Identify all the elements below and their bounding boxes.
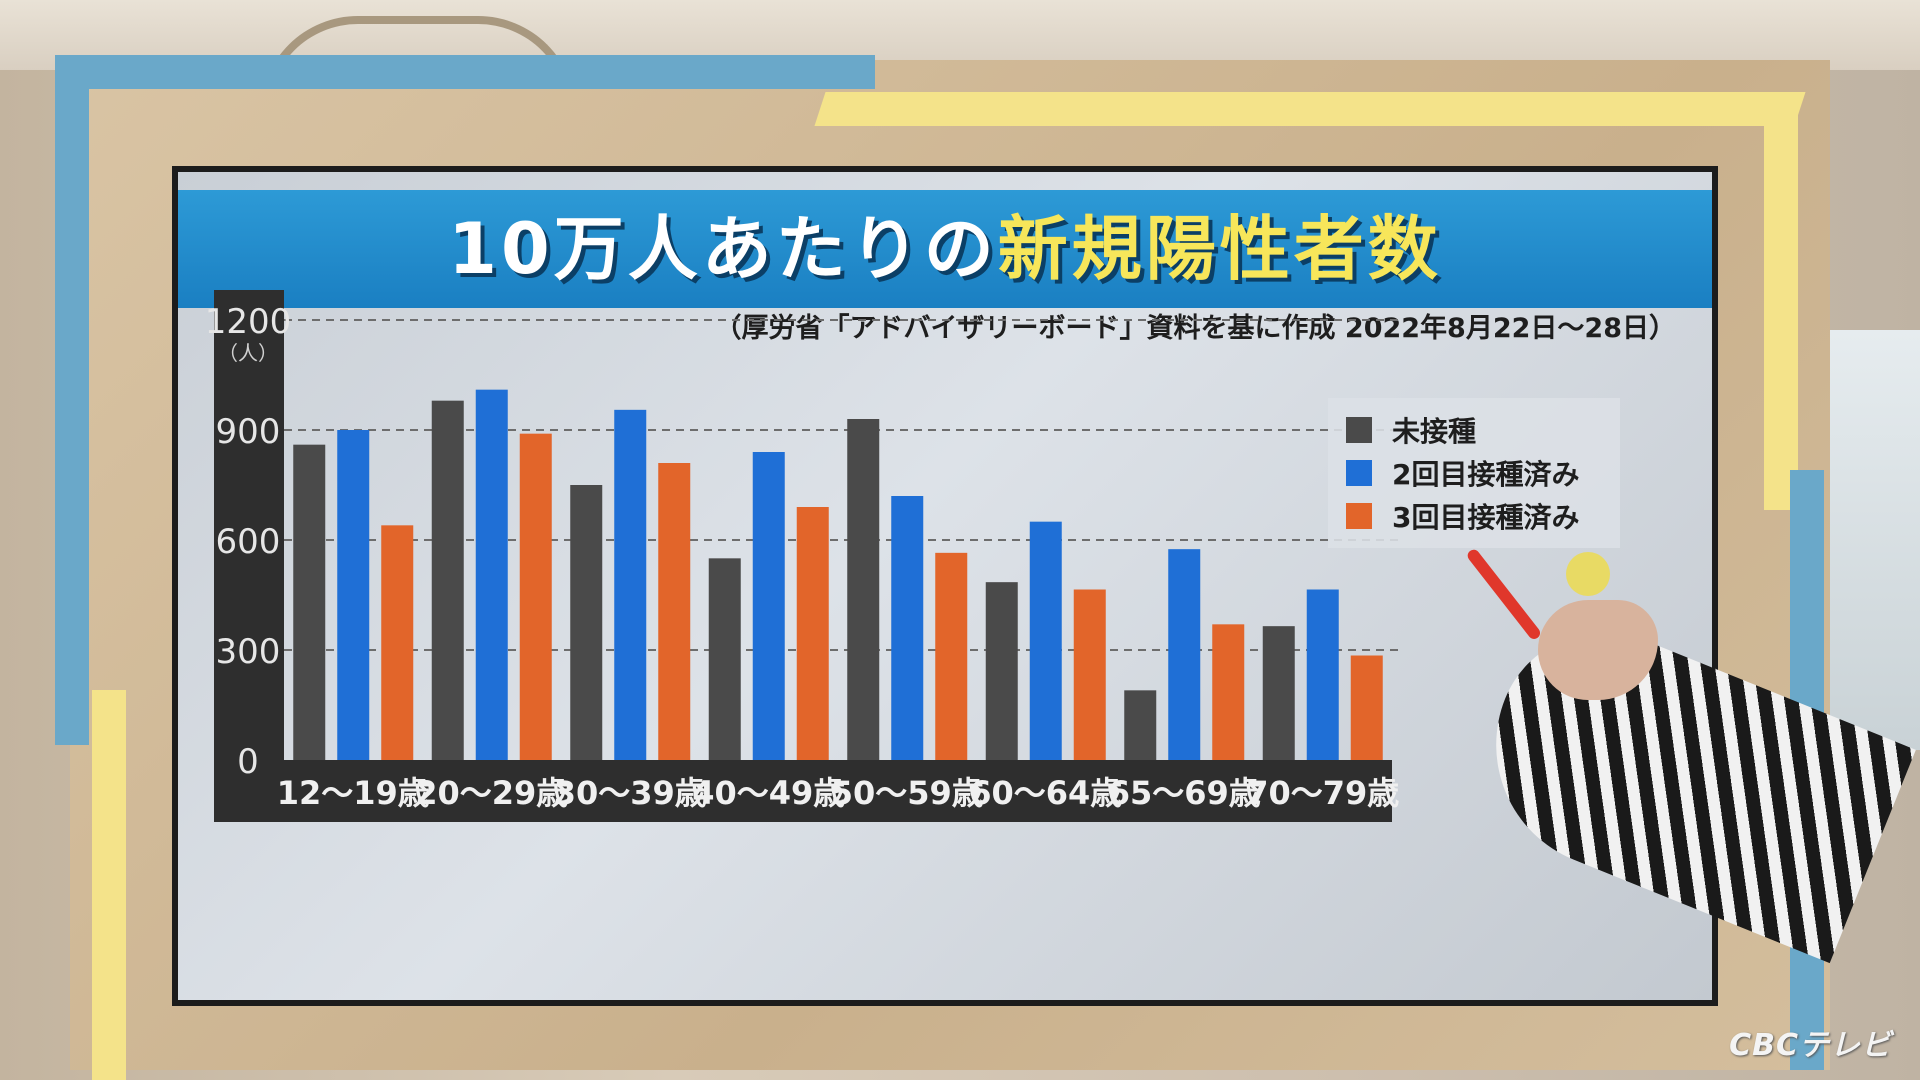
y-tick-label: 1200 [205, 302, 292, 342]
bar [752, 452, 785, 760]
bar [431, 400, 464, 760]
chart-title: 10万人あたりの新規陽性者数 [178, 190, 1712, 308]
bar [519, 433, 552, 760]
bar [796, 507, 829, 760]
bar [985, 582, 1018, 760]
frame-accent-yellow [814, 92, 1806, 126]
bar [293, 444, 326, 760]
bar [1212, 624, 1245, 760]
y-axis-band [214, 290, 284, 822]
bar [614, 409, 647, 760]
x-tick-label: 65〜69歳 [1108, 774, 1261, 812]
legend-label-unvaccinated: 未接種 [1392, 414, 1477, 448]
y-tick-label: 300 [216, 632, 281, 672]
x-tick-label: 60〜64歳 [969, 774, 1122, 812]
bar [658, 463, 691, 760]
chart-screen: 10万人あたりの新規陽性者数 （厚労省「アドバイザリーボード」資料を基に作成 2… [172, 166, 1718, 1006]
x-axis-band [214, 760, 1392, 822]
title-bar: 10万人あたりの新規陽性者数 [178, 190, 1712, 308]
bar [1306, 589, 1339, 760]
frame-accent-blue-left [55, 55, 89, 745]
bar [337, 430, 370, 760]
bar [475, 389, 508, 760]
bar [381, 525, 414, 760]
chart-title-part2: 新規陽性者数 [997, 208, 1442, 290]
bar [1168, 549, 1201, 760]
x-tick-label: 30〜39歳 [554, 774, 707, 812]
legend-label-three-doses: 3回目接種済み [1392, 500, 1580, 534]
x-tick-label: 12〜19歳 [277, 774, 430, 812]
x-tick-label: 40〜49歳 [692, 774, 845, 812]
broadcaster-logo: CBCテレビ [1729, 1028, 1892, 1063]
legend-item-three-doses: 3回目接種済み [1346, 494, 1602, 537]
frame-accent-yellow-left [92, 690, 126, 1080]
x-tick-label: 50〜59歳 [831, 774, 984, 812]
bar [1124, 690, 1157, 760]
legend-label-two-doses: 2回目接種済み [1392, 457, 1580, 491]
legend-swatch-three-doses [1346, 502, 1372, 529]
legend-swatch-two-doses [1346, 459, 1372, 486]
bar [935, 552, 968, 760]
frame-accent-yellow-right [1764, 110, 1798, 510]
frame-accent-blue [55, 55, 875, 89]
bar [1262, 626, 1295, 760]
chart-legend: 未接種 2回目接種済み 3回目接種済み [1328, 398, 1620, 548]
bar-chart: 1200 900 600 300 0 （人） 12〜19歳20〜29歳30〜39歳40〜49… [205, 290, 1402, 822]
bar [847, 419, 880, 760]
chart-subtitle: （厚労省「アドバイザリーボード」資料を基に作成 2022年8月22日〜28日） [714, 313, 1676, 344]
chart-title-part1: 10万人あたりの [448, 208, 998, 290]
bar [570, 485, 603, 760]
bar [1073, 589, 1106, 760]
y-tick-label: 0 [237, 742, 259, 782]
legend-swatch-unvaccinated [1346, 416, 1372, 443]
presenter-hand [1538, 600, 1658, 700]
legend-item-unvaccinated: 未接種 [1346, 408, 1602, 451]
y-axis-unit: （人） [218, 341, 278, 365]
x-tick-label: 20〜29歳 [415, 774, 568, 812]
x-tick-label: 70〜79歳 [1246, 774, 1399, 812]
bar [1029, 521, 1062, 760]
bar [1350, 655, 1383, 760]
y-tick-label: 600 [216, 522, 281, 562]
bar [891, 496, 924, 760]
bar [708, 558, 741, 760]
y-tick-label: 900 [216, 412, 281, 452]
legend-item-two-doses: 2回目接種済み [1346, 451, 1602, 494]
pointer-highlight [1566, 552, 1610, 596]
